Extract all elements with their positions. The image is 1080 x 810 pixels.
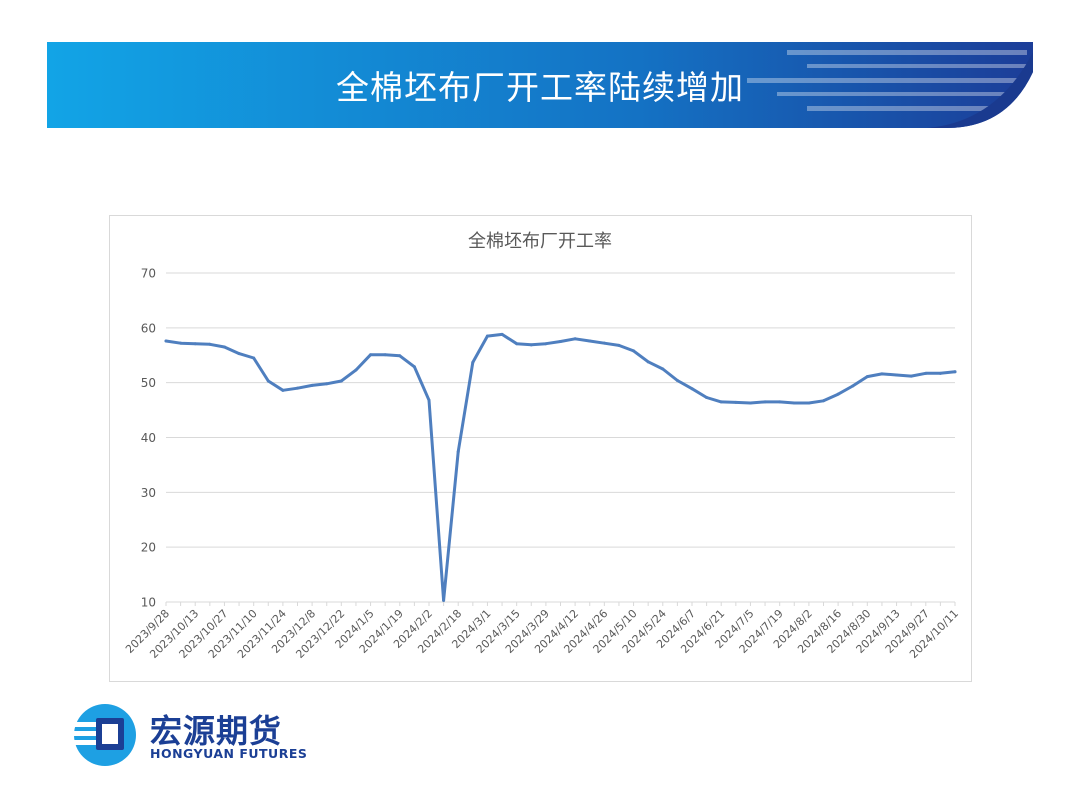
data-point (705, 395, 709, 399)
x-axis-ticks: 2023/9/282023/10/132023/10/272023/11/102… (123, 602, 961, 661)
data-point (266, 379, 270, 383)
data-point (325, 382, 329, 386)
series-line (164, 332, 957, 602)
gridlines (166, 272, 955, 603)
y-tick-label: 20 (141, 541, 156, 555)
data-point (909, 374, 913, 378)
data-point (412, 365, 416, 369)
line-chart: 全棉坯布厂开工率 10 20 30 40 50 60 70 2023/9/282023/10… (123, 231, 961, 661)
logo-mark-icon (74, 704, 136, 766)
data-point (588, 339, 592, 343)
data-point (383, 353, 387, 357)
data-point (938, 371, 942, 375)
data-point (369, 353, 373, 357)
data-point (690, 387, 694, 391)
data-point (953, 370, 957, 374)
data-point (734, 400, 738, 404)
y-tick-label: 60 (141, 321, 156, 335)
data-point (880, 372, 884, 376)
data-point (515, 342, 519, 346)
data-point (851, 384, 855, 388)
data-point (865, 375, 869, 379)
data-point (500, 332, 504, 336)
data-point (164, 339, 168, 343)
data-point (573, 337, 577, 341)
data-point (456, 450, 460, 454)
data-point (529, 343, 533, 347)
data-point (237, 352, 241, 356)
data-point (208, 342, 212, 346)
data-point (617, 343, 621, 347)
chart-panel: 全棉坯布厂开工率 10 20 30 40 50 60 70 2023/9/28 2023/10… (109, 215, 972, 682)
banner-background (47, 42, 1033, 128)
y-tick-label: 40 (141, 431, 156, 445)
data-point (661, 367, 665, 371)
data-point (719, 400, 723, 404)
series-layer (164, 332, 957, 602)
slide-title: 全棉坯布厂开工率陆续增加 (336, 68, 744, 107)
data-point (471, 360, 475, 364)
data-point (354, 368, 358, 372)
data-point (836, 392, 840, 396)
data-point (222, 345, 226, 349)
data-point (602, 341, 606, 345)
data-point (763, 400, 767, 404)
data-point (748, 401, 752, 405)
data-point (778, 400, 782, 404)
data-point (807, 401, 811, 405)
data-point (485, 334, 489, 338)
y-axis-ticks: 10 20 30 40 50 60 70 (141, 267, 156, 610)
data-point (310, 383, 314, 387)
data-point (296, 386, 299, 390)
title-banner: 全棉坯布厂开工率陆续增加 (47, 42, 1033, 128)
y-tick-label: 70 (141, 267, 156, 281)
data-point (398, 354, 402, 358)
brand-name-en: HONGYUAN FUTURES (150, 746, 308, 761)
data-point (792, 401, 796, 405)
chart-title: 全棉坯布厂开工率 (468, 231, 612, 252)
data-point (339, 379, 343, 383)
brand-logo: 宏源期货 HONGYUAN FUTURES (70, 700, 330, 775)
y-tick-label: 50 (141, 376, 156, 390)
data-point (632, 349, 636, 353)
data-point (924, 371, 928, 375)
data-point (895, 373, 899, 377)
data-point (675, 378, 679, 382)
data-point (281, 388, 285, 392)
data-point (179, 341, 183, 345)
data-point (193, 342, 197, 346)
data-point (427, 398, 431, 402)
y-tick-label: 10 (141, 596, 156, 610)
data-point (559, 340, 562, 344)
data-point (544, 342, 548, 346)
data-point (252, 356, 256, 360)
data-point (646, 360, 650, 364)
data-point (822, 399, 825, 403)
data-point (442, 598, 446, 602)
brand-name-cn: 宏源期货 (150, 712, 283, 750)
y-tick-label: 30 (141, 486, 156, 500)
